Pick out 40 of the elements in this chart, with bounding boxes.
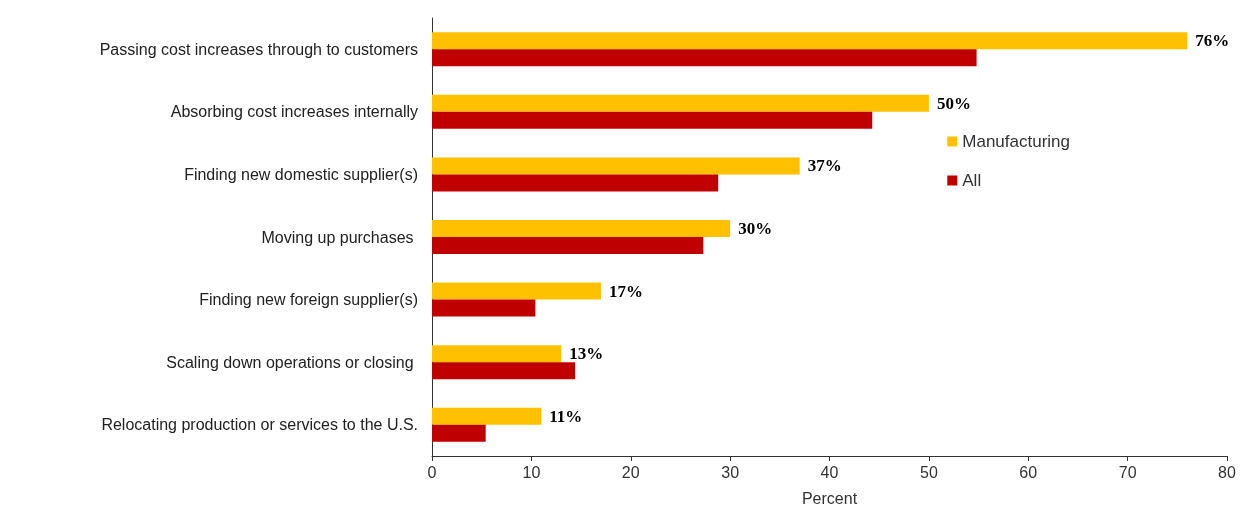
y-tick-label: Relocating production or services to the U.S.: [101, 416, 418, 434]
legend-label: Manufacturing: [962, 132, 1071, 151]
bar: [432, 111, 873, 129]
x-tick-label: 60: [1019, 463, 1038, 481]
x-tick-label: 50: [919, 463, 938, 481]
x-tick-label: 70: [1118, 463, 1137, 481]
bar: [432, 32, 1188, 50]
x-tick-label: 80: [1218, 463, 1236, 481]
data-label: 11%: [549, 406, 583, 426]
bar: [432, 94, 929, 112]
bar: [432, 362, 576, 380]
data-label: 50%: [936, 93, 971, 113]
bar: [432, 237, 704, 254]
data-label: 76%: [1195, 31, 1230, 51]
y-tick-label: Passing cost increases through to customers: [99, 40, 418, 58]
bar: [432, 157, 800, 175]
bar: [432, 424, 486, 442]
x-axis-title: Percent: [801, 489, 858, 507]
x-tick-label: 20: [621, 463, 640, 481]
bar: [432, 49, 977, 67]
y-tick-label: Moving up purchases: [261, 228, 418, 246]
y-tick-label: Scaling down operations or closing: [166, 353, 418, 371]
bar: [432, 407, 542, 425]
y-tick-label: Finding new domestic supplier(s): [184, 165, 418, 183]
bar: [432, 174, 719, 192]
x-tick-label: 40: [820, 463, 839, 481]
x-tick-label: 0: [427, 463, 437, 481]
legend-label: All: [962, 171, 982, 190]
bar: [432, 220, 731, 237]
data-label: 37%: [807, 156, 842, 176]
data-label: 30%: [738, 219, 773, 238]
bar: [432, 299, 536, 317]
x-tick-label: 10: [522, 463, 541, 481]
x-tick-label: 30: [721, 463, 740, 481]
data-label: 13%: [569, 344, 604, 364]
y-tick-label: Absorbing cost increases internally: [170, 103, 418, 121]
bar: [432, 345, 562, 363]
y-tick-label: Finding new foreign supplier(s): [199, 291, 418, 309]
bar: [432, 282, 601, 300]
data-label: 17%: [608, 281, 643, 301]
